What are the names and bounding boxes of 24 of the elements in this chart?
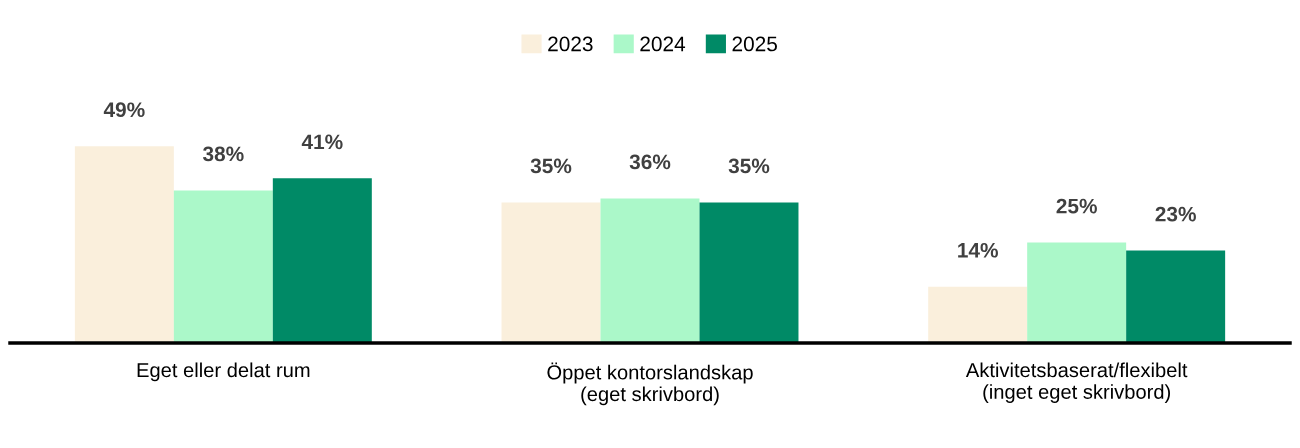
bar — [272, 178, 372, 343]
data-label: 14% — [958, 242, 998, 258]
x-tick-label: Eget eller delat rum — [137, 362, 310, 382]
data-label: 49% — [103, 102, 145, 118]
data-label: 35% — [530, 158, 572, 174]
data-label: 38% — [202, 146, 244, 162]
data-label: 41% — [301, 134, 343, 150]
legend-label: 2023 — [548, 36, 593, 52]
legend-label: 2025 — [732, 36, 777, 52]
bar — [1126, 250, 1226, 343]
data-label: 25% — [1056, 198, 1097, 214]
bar — [501, 202, 601, 343]
legend-label: 2024 — [640, 36, 686, 52]
data-label: 35% — [728, 158, 770, 174]
bar — [1027, 242, 1127, 343]
bar — [600, 198, 700, 343]
bar — [699, 202, 799, 343]
data-label: 23% — [1155, 206, 1196, 222]
bar — [928, 286, 1028, 343]
data-label: 36% — [629, 154, 671, 170]
x-tick-label: Aktivitetsbaserat/flexibelt (inget eget skrivbord) — [965, 362, 1188, 403]
bar — [173, 190, 273, 343]
bar — [74, 146, 174, 343]
x-tick-label: Öppet kontorslandskap (eget skrivbord) — [547, 362, 753, 406]
